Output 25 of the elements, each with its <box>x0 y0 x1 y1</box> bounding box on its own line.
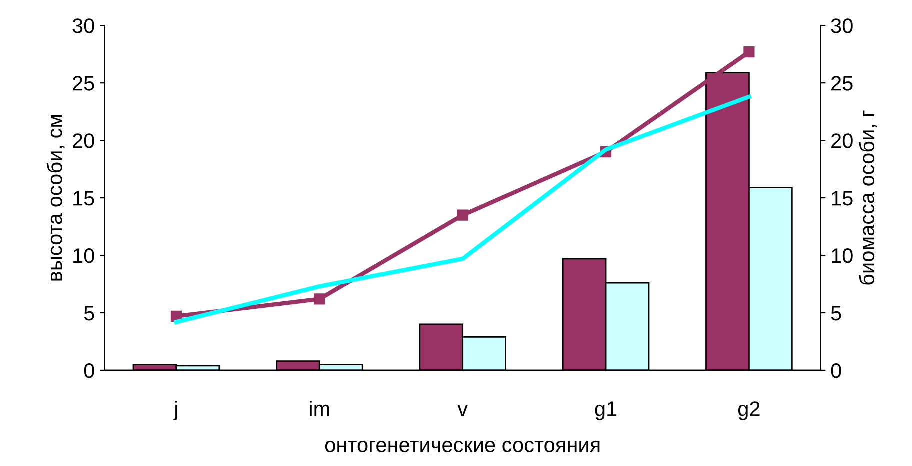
y-tick-label: 15 <box>74 191 94 206</box>
point <box>744 46 755 58</box>
y2-tick-label: 10 <box>832 248 853 264</box>
y-tick-label: 0 <box>84 363 94 378</box>
y-tick-label: 30 <box>72 18 94 34</box>
x-tick-label: im <box>310 401 330 416</box>
x-tick-label: g2 <box>738 402 760 420</box>
y2-tick-label: 25 <box>832 76 853 91</box>
x-axis-title: онтогенетические состояния <box>325 441 600 452</box>
y2-tick-label: 20 <box>832 134 853 148</box>
x-tick-label: g1 <box>595 402 617 420</box>
point <box>314 294 326 305</box>
x-tick-label: v <box>458 405 468 416</box>
y-tick-label: 5 <box>84 306 94 321</box>
y2-axis-title: биомасса особи, г <box>859 110 878 285</box>
y2-tick-label: 0 <box>831 363 842 378</box>
y2-tick-label: 30 <box>831 18 853 34</box>
y-tick-label: 10 <box>74 248 94 264</box>
y2-tick-label: 5 <box>831 306 842 321</box>
y-axis-title: высота особи, см <box>46 115 65 281</box>
y-tick-label: 25 <box>73 76 94 91</box>
point <box>457 210 468 221</box>
y2-tick-label: 15 <box>832 191 853 206</box>
x-tick-label: j <box>174 401 178 420</box>
y-tick-label: 20 <box>73 134 94 148</box>
